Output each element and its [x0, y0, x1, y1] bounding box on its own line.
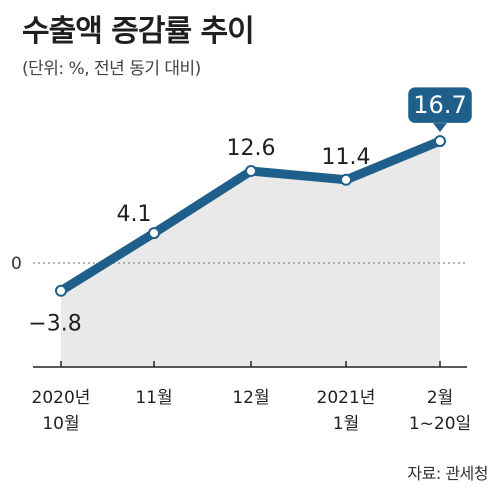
data-point-1 [148, 227, 160, 240]
x-category-label-4: 2월 1~20일 [409, 388, 471, 434]
chart-title: 수출액 증감률 추이 [22, 14, 255, 49]
data-label-0: −3.8 [28, 312, 81, 337]
x-category-label-0: 2020년 10월 [32, 388, 91, 434]
x-category-label-2: 12월 [232, 388, 269, 408]
x-category-label-1: 11월 [135, 388, 172, 408]
highlight-value-badge: 16.7 [405, 84, 475, 133]
data-label-2: 12.6 [227, 136, 276, 161]
chart-unit-note: (단위: %, 전년 동기 대비) [22, 59, 201, 79]
source-note: 자료: 관세청 [407, 464, 488, 483]
data-point-4 [434, 135, 446, 148]
data-point-0 [55, 284, 67, 297]
zero-tick-label: 0 [11, 254, 22, 274]
x-category-label-3: 2021년 1월 [317, 388, 376, 434]
data-label-4: 16.7 [413, 91, 466, 119]
data-point-2 [245, 165, 257, 178]
data-label-1: 4.1 [117, 202, 152, 227]
data-point-3 [340, 173, 352, 186]
area-fill [61, 141, 440, 367]
data-label-3: 11.4 [322, 145, 371, 170]
